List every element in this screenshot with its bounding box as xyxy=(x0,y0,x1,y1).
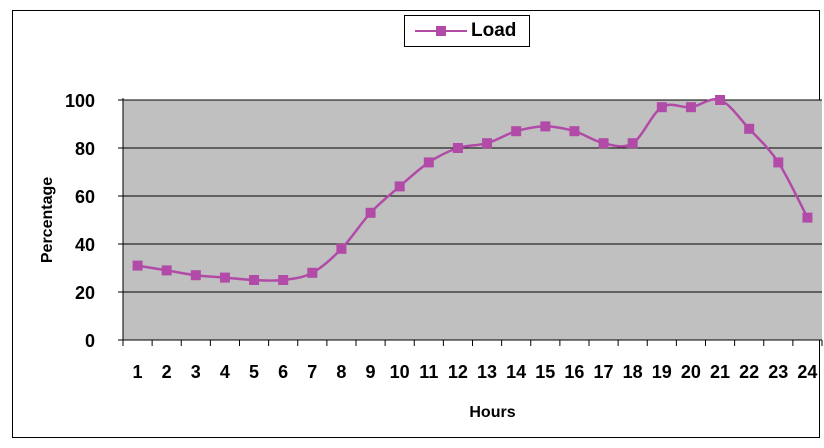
x-tick-label: 8 xyxy=(336,362,346,382)
x-tick-label: 4 xyxy=(220,362,230,382)
x-tick-label: 7 xyxy=(307,362,317,382)
data-point xyxy=(569,126,580,137)
x-tick-label: 23 xyxy=(768,362,788,382)
data-point xyxy=(452,143,463,153)
legend-marker-icon xyxy=(415,26,467,36)
x-tick-label: 14 xyxy=(506,362,526,382)
y-axis-title: Percentage xyxy=(39,177,56,263)
data-point xyxy=(482,138,493,149)
legend-label-load: Load xyxy=(471,20,517,41)
data-point xyxy=(278,275,289,285)
y-tick-label: 60 xyxy=(75,187,95,207)
data-point xyxy=(423,157,434,168)
x-tick-label: 6 xyxy=(278,362,288,382)
data-point xyxy=(540,121,551,132)
y-tick-labels: 0 20 40 60 80 100 xyxy=(65,91,95,351)
x-tick-label: 20 xyxy=(681,362,701,382)
legend: Load xyxy=(404,15,530,47)
gridlines xyxy=(123,99,822,293)
data-point xyxy=(715,95,726,105)
data-point xyxy=(161,265,172,276)
y-tick-label: 20 xyxy=(75,283,95,303)
y-tick-label: 80 xyxy=(75,139,95,159)
y-tick-label: 40 xyxy=(75,235,95,255)
y-tick-label: 0 xyxy=(85,331,95,351)
x-tick-label: 3 xyxy=(191,362,201,382)
data-point xyxy=(685,102,696,113)
x-tick-label: 9 xyxy=(366,362,376,382)
series-load xyxy=(132,95,813,285)
x-tick-label: 2 xyxy=(162,362,172,382)
x-tick-labels: 1 2 3 4 5 6 7 8 9 10 11 12 13 14 15 16 17 18 19 20 21 22 23 24 xyxy=(133,362,818,382)
data-point xyxy=(190,270,201,281)
axes xyxy=(118,98,823,346)
data-point xyxy=(598,138,609,149)
data-point xyxy=(394,181,405,192)
x-tick-label: 19 xyxy=(652,362,672,382)
y-tick-label: 100 xyxy=(65,91,95,111)
x-tick-label: 13 xyxy=(477,362,497,382)
data-point xyxy=(744,123,755,134)
x-tick-label: 12 xyxy=(448,362,468,382)
x-tick-label: 5 xyxy=(249,362,259,382)
data-point xyxy=(802,212,813,223)
data-point xyxy=(307,267,318,278)
x-tick-label: 16 xyxy=(564,362,584,382)
x-tick-label: 15 xyxy=(535,362,555,382)
data-point xyxy=(132,260,143,271)
data-point xyxy=(511,126,522,137)
x-tick-label: 22 xyxy=(739,362,759,382)
data-point xyxy=(773,157,784,168)
x-tick-label: 10 xyxy=(390,362,410,382)
data-point xyxy=(656,102,667,113)
plot-area xyxy=(123,100,822,340)
x-tick-label: 11 xyxy=(419,362,438,382)
data-point xyxy=(336,243,347,254)
x-tick-label: 18 xyxy=(623,362,643,382)
data-point xyxy=(627,138,638,149)
x-tick-label: 1 xyxy=(133,362,143,382)
x-tick-label: 24 xyxy=(797,362,817,382)
data-point xyxy=(365,207,376,218)
x-axis-title: Hours xyxy=(469,404,515,421)
x-tick-label: 21 xyxy=(710,362,730,382)
data-point xyxy=(249,275,260,285)
x-tick-label: 17 xyxy=(594,362,614,382)
data-point xyxy=(219,272,230,283)
